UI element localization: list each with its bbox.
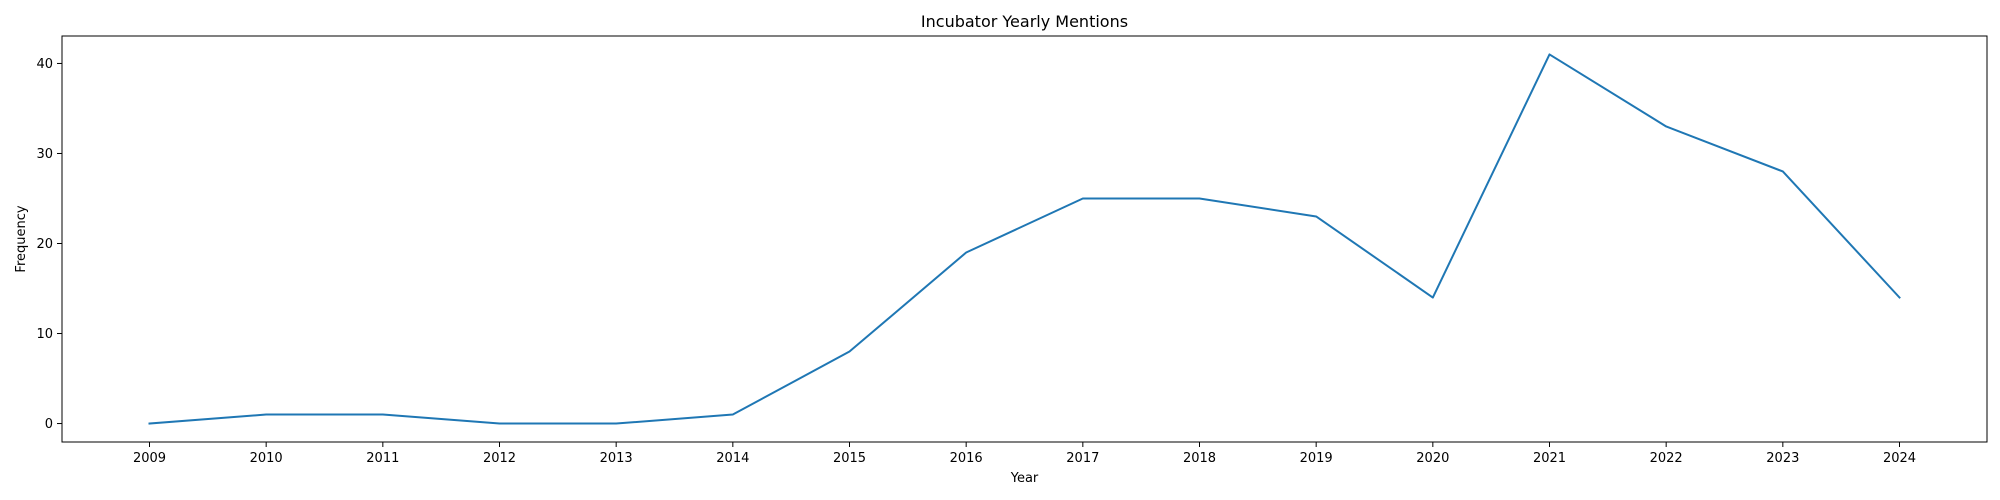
x-tick-label: 2014 xyxy=(716,451,749,466)
y-tick-label: 30 xyxy=(36,147,53,162)
plot-frame xyxy=(61,35,1988,443)
x-tick-label: 2011 xyxy=(366,451,399,466)
y-tick-label: 40 xyxy=(36,57,53,72)
x-tick-label: 2013 xyxy=(600,451,633,466)
x-tick-label: 2010 xyxy=(250,451,283,466)
x-tick-label: 2018 xyxy=(1183,451,1216,466)
x-axis-label: Year xyxy=(1010,471,1039,486)
x-tick-label: 2024 xyxy=(1883,451,1916,466)
x-tick-label: 2009 xyxy=(133,451,166,466)
x-tick-label: 2023 xyxy=(1766,451,1799,466)
y-tick-label: 0 xyxy=(45,417,53,432)
x-tick-label: 2016 xyxy=(950,451,983,466)
series-layer xyxy=(148,53,1901,425)
x-tick-label: 2017 xyxy=(1066,451,1099,466)
series-line xyxy=(148,53,1901,425)
x-axis-ticks: 2009 2010 2011 2012 2013 2014 2015 2016 2017 2018… xyxy=(133,442,1916,466)
x-tick-label: 2020 xyxy=(1416,451,1449,466)
y-axis-label: Frequency xyxy=(14,205,29,272)
x-tick-label: 2012 xyxy=(483,451,516,466)
x-tick-label: 2019 xyxy=(1300,451,1333,466)
y-tick-label: 20 xyxy=(36,237,53,252)
x-tick-label: 2015 xyxy=(833,451,866,466)
chart-title: Incubator Yearly Mentions xyxy=(921,12,1128,31)
x-tick-label: 2021 xyxy=(1533,451,1566,466)
y-axis-ticks: 0 10 20 30 40 xyxy=(36,57,62,432)
y-tick-label: 10 xyxy=(36,327,53,342)
x-tick-label: 2022 xyxy=(1650,451,1683,466)
